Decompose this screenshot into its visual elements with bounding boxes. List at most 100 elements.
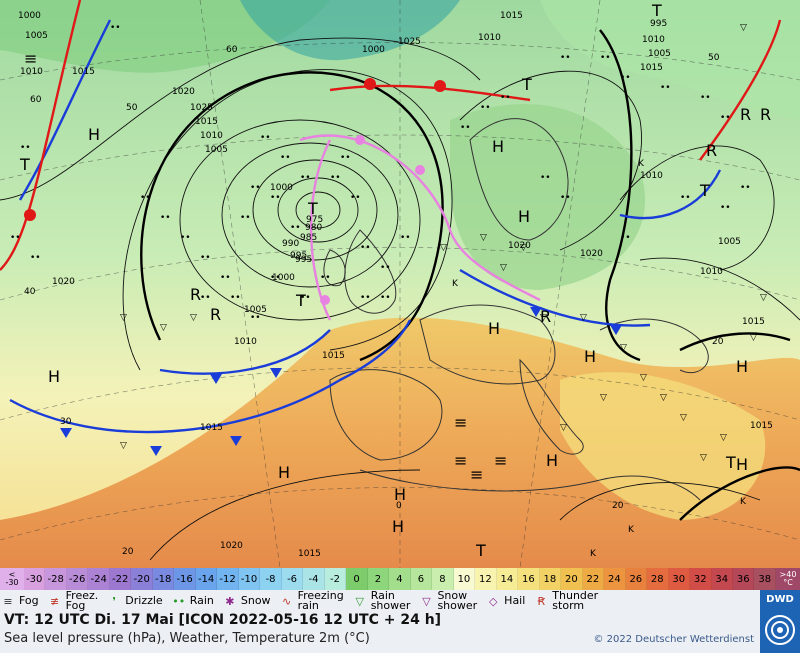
logo-text: DWD (766, 594, 794, 605)
high-pressure-center: H (48, 367, 60, 386)
low-pressure-center: T (725, 453, 736, 472)
graticule (0, 0, 800, 568)
pressure-label: 1015 (200, 423, 223, 433)
rain-symbol: •• (230, 293, 241, 303)
rain-symbol: •• (620, 73, 631, 83)
pressure-label: 1005 (25, 31, 48, 41)
rain-symbol: •• (500, 93, 511, 103)
colorbar-step: -12 (217, 568, 239, 590)
scandinavia-region (450, 104, 646, 291)
colorbar-high-end: >40 °C (776, 568, 800, 590)
pressure-label: 1015 (298, 549, 321, 559)
rain-symbol: •• (620, 233, 631, 243)
secondary-low-center: K (452, 279, 459, 289)
pressure-label: 995 (290, 251, 307, 261)
snow-icon: ✱ (225, 594, 235, 608)
latitude-label: 40 (24, 287, 36, 297)
latitude-label: 20 (122, 547, 134, 557)
rain-symbol: •• (380, 293, 391, 303)
colorbar-step: 12 (475, 568, 497, 590)
shower-symbol: ▽ (500, 263, 507, 273)
pressure-label: 1015 (195, 117, 218, 127)
rain-symbol: •• (380, 263, 391, 273)
colorbar-step: 28 (647, 568, 669, 590)
occluded-front (299, 134, 541, 302)
legend-item: ≢ Freez. Fog (47, 590, 98, 611)
rain-symbol: •• (660, 83, 671, 93)
scandinavia-coastline (469, 118, 569, 241)
shower-symbol: ▽ (760, 293, 767, 303)
shower-symbol: ▽ (620, 343, 627, 353)
latitude-label: 50 (126, 103, 138, 113)
shower-symbol: ▽ (120, 313, 127, 323)
pressure-label: 1005 (648, 49, 671, 59)
latitude-label: 30 (60, 417, 72, 427)
valid-time: VT: 12 UTC Di. 17 Mai [ICON 2022-05-16 1… (4, 612, 442, 628)
rain-symbol: •• (350, 193, 361, 203)
colorbar-step: 2 (367, 568, 390, 590)
pressure-label: 1020 (508, 241, 531, 251)
pressure-label: 1000 (18, 11, 41, 21)
iberia-coastline (329, 369, 443, 461)
rain-symbol: •• (330, 173, 341, 183)
legend-label: Snow shower (437, 589, 478, 612)
secondary-low-center: K (740, 497, 747, 507)
rain-symbol: •• (220, 273, 231, 283)
legend-label: Freezing rain (297, 589, 344, 612)
pressure-label: 1000 (270, 183, 293, 193)
pressure-label: 1020 (172, 87, 195, 97)
cold-front-mid (159, 329, 331, 375)
colorbar-cells: -30 -28 -26 -24 -22 -20 -18 -16 -14 -12 -10 -8 -6 -4-… (24, 568, 776, 590)
shower-symbol: ▽ (600, 393, 607, 403)
colorbar-step: -4 (303, 568, 325, 590)
legend-item: ◇ Hail (485, 593, 525, 609)
shower-symbol: ▽ (160, 323, 167, 333)
colorbar-step: 20 (561, 568, 583, 590)
hail-icon: ◇ (488, 594, 498, 608)
isobar-1015-south (679, 466, 800, 521)
colorbar-step: 34 (711, 568, 733, 590)
latitude-label: 20 (712, 337, 724, 347)
shower-symbol: ▽ (440, 243, 447, 253)
legend-item: •• Rain (171, 593, 214, 609)
isobar-1015-east (599, 29, 641, 362)
shower-symbol: ▽ (480, 233, 487, 243)
fog-symbol: ≡ (494, 451, 507, 470)
colorbar-step: -20 (131, 568, 153, 590)
rain-symbol: •• (300, 293, 311, 303)
high-pressure-center: H (736, 357, 748, 376)
colorbar-step: 16 (518, 568, 540, 590)
rain-symbol: •• (270, 193, 281, 203)
legend-label: Rain shower (370, 589, 411, 612)
thunderstorm-symbol: R (740, 105, 751, 124)
pressure-label: 995 (295, 255, 312, 265)
rain-symbol: •• (250, 183, 261, 193)
legend-item: ▽ Snow shower (418, 589, 478, 612)
fog-symbol: ≡ (470, 465, 483, 484)
latitude-label: 20 (612, 501, 624, 511)
rain-symbol: •• (540, 173, 551, 183)
pressure-label: 1010 (640, 171, 663, 181)
fog-symbol: ≡ (454, 451, 467, 470)
pressure-label: 1010 (642, 35, 665, 45)
warm-front-northeast (699, 19, 782, 161)
colorbar-step: 36 (732, 568, 755, 590)
shower-symbol: ▽ (740, 23, 747, 33)
pressure-label: 1015 (742, 317, 765, 327)
isobar-1015-southeast (679, 332, 791, 352)
rain-icon: •• (172, 594, 186, 608)
high-pressure-center: H (736, 455, 748, 474)
pressure-label: 1020 (220, 541, 243, 551)
legend-item: ∿ Freezing rain (279, 589, 344, 612)
secondary-low-center: K (590, 549, 597, 559)
legend-item: ▽ Rain shower (352, 589, 411, 612)
pressure-label: 1005 (205, 145, 228, 155)
thunderstorm-symbol: R (540, 307, 551, 326)
colorbar-step: -6 (281, 568, 304, 590)
rain-symbol: •• (290, 223, 301, 233)
colorbar-step: -8 (260, 568, 282, 590)
pressure-label: 1010 (234, 337, 257, 347)
pressure-label: 1025 (190, 103, 213, 113)
shower-symbol: ▽ (190, 313, 197, 323)
pressure-label: 1015 (500, 11, 523, 21)
